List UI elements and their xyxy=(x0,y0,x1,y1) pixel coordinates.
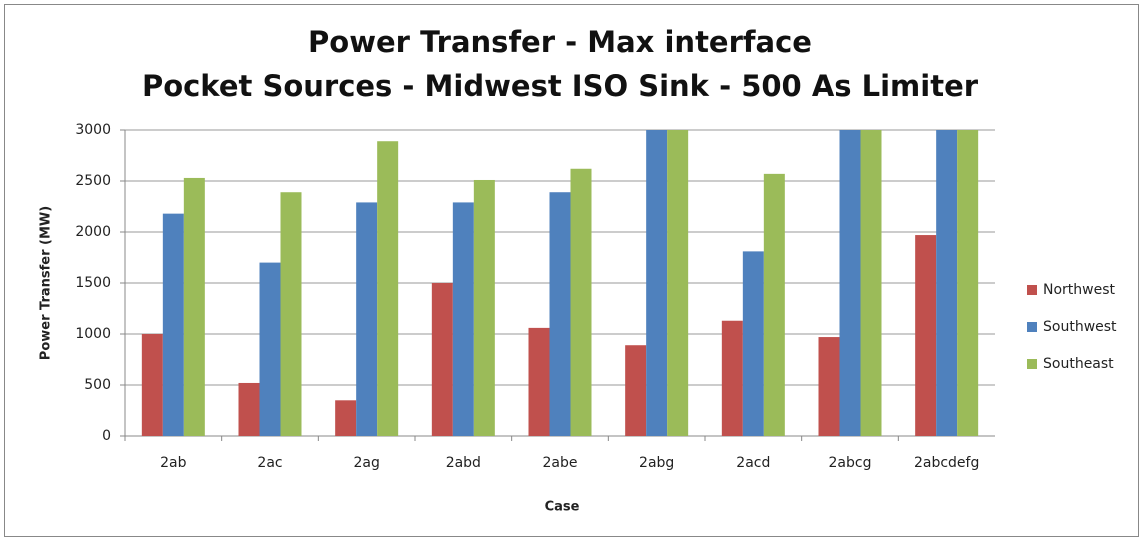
bar xyxy=(356,202,378,436)
bar xyxy=(763,173,785,437)
legend-label: Northwest xyxy=(1043,282,1116,298)
legend-label: Southwest xyxy=(1043,319,1117,335)
y-tick-label: 1500 xyxy=(75,275,111,291)
x-tick-label: 2ag xyxy=(353,455,379,471)
y-tick-label: 2500 xyxy=(75,173,111,189)
y-tick-label: 3000 xyxy=(75,122,111,138)
legend-swatch xyxy=(1027,285,1037,295)
x-tick-label: 2ab xyxy=(160,455,186,471)
legend-swatch xyxy=(1027,359,1037,369)
bar xyxy=(259,262,281,436)
legend-label: Southeast xyxy=(1043,356,1114,372)
bar xyxy=(377,141,399,436)
y-tick-label: 1000 xyxy=(75,326,111,342)
y-tick-label: 500 xyxy=(84,377,111,393)
bar xyxy=(957,130,979,436)
bar xyxy=(238,382,260,436)
bar xyxy=(818,337,840,436)
y-tick-label: 0 xyxy=(102,428,111,444)
bar xyxy=(570,168,592,436)
legend-swatch xyxy=(1027,322,1037,332)
bar xyxy=(280,192,302,436)
chart-subtitle: Pocket Sources - Midwest ISO Sink - 500 … xyxy=(142,69,979,103)
x-tick-label: 2abg xyxy=(639,455,674,471)
bar xyxy=(915,235,937,436)
x-axis-title: Case xyxy=(545,500,580,515)
bar xyxy=(528,327,550,436)
bar xyxy=(646,130,668,436)
x-tick-label: 2abe xyxy=(543,455,578,471)
bar xyxy=(742,251,764,436)
bar xyxy=(721,320,743,436)
bar xyxy=(860,130,882,436)
bar xyxy=(141,334,163,436)
x-tick-label: 2abd xyxy=(446,455,481,471)
x-tick-label: 2ac xyxy=(257,455,282,471)
bar xyxy=(473,179,495,437)
bar xyxy=(162,213,184,436)
x-tick-label: 2acd xyxy=(736,455,770,471)
bar xyxy=(625,345,647,436)
bar xyxy=(549,192,571,436)
bar xyxy=(452,202,474,436)
bar xyxy=(431,283,453,436)
bar xyxy=(183,177,205,436)
x-tick-label: 2abcdefg xyxy=(914,455,979,471)
bar xyxy=(839,130,861,436)
bar xyxy=(335,400,357,436)
bar xyxy=(936,130,958,436)
y-axis-title: Power Transfer (MW) xyxy=(39,206,54,360)
y-tick-label: 2000 xyxy=(75,224,111,240)
x-tick-label: 2abcg xyxy=(829,455,872,471)
bar xyxy=(667,130,689,436)
chart-title: Power Transfer - Max interface xyxy=(308,25,812,59)
